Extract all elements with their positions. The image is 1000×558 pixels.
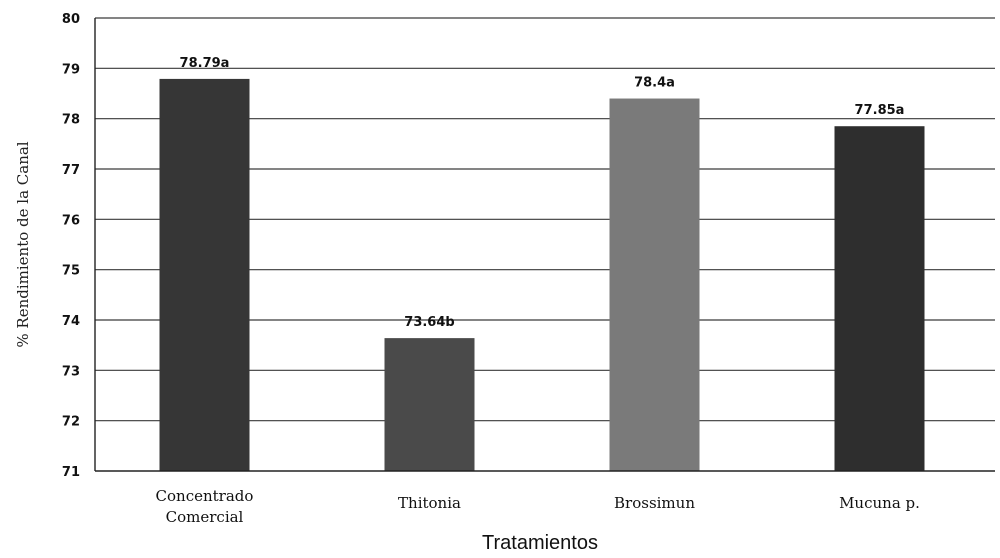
y-axis-title: % Rendimiento de la Canal — [14, 141, 32, 347]
y-tick-label: 72 — [62, 415, 80, 430]
x-category-line: Brossimun — [614, 494, 695, 512]
y-tick-label: 71 — [62, 465, 80, 480]
y-axis-ticks: 71 72 73 74 75 76 77 78 79 80 — [62, 12, 80, 480]
x-category-line: Comercial — [166, 508, 244, 526]
data-label: 73.64b — [404, 315, 454, 330]
bar — [159, 78, 250, 472]
y-tick-label: 73 — [62, 364, 80, 379]
bar — [609, 98, 700, 472]
y-tick-label: 74 — [62, 314, 80, 329]
x-axis-title: Tratamientos — [482, 532, 598, 554]
x-category-label: Concentrado Comercial — [156, 487, 254, 526]
y-tick-label: 75 — [62, 264, 80, 279]
x-category-label: Mucuna p. — [839, 494, 920, 512]
x-category-label: Thitonia — [398, 494, 461, 512]
data-label: 78.79a — [180, 56, 230, 71]
bar — [384, 338, 475, 471]
y-tick-label: 79 — [62, 62, 80, 77]
x-category-line: Thitonia — [398, 494, 461, 512]
y-tick-label: 76 — [62, 213, 80, 228]
x-category-line: Mucuna p. — [839, 494, 920, 512]
y-tick-label: 77 — [62, 163, 80, 178]
data-label: 77.85a — [855, 103, 905, 118]
x-category-line: Concentrado — [156, 487, 254, 505]
data-label: 78.4a — [634, 76, 675, 91]
y-tick-label: 78 — [62, 113, 80, 128]
bars — [159, 78, 925, 472]
x-category-label: Brossimun — [614, 494, 695, 512]
y-tick-label: 80 — [62, 12, 80, 27]
bar — [834, 126, 925, 471]
x-axis-categories: Concentrado Comercial Thitonia Brossimun Muc… — [156, 487, 920, 526]
data-labels: 78.79a 73.64b 78.4a 77.85a — [180, 56, 905, 330]
